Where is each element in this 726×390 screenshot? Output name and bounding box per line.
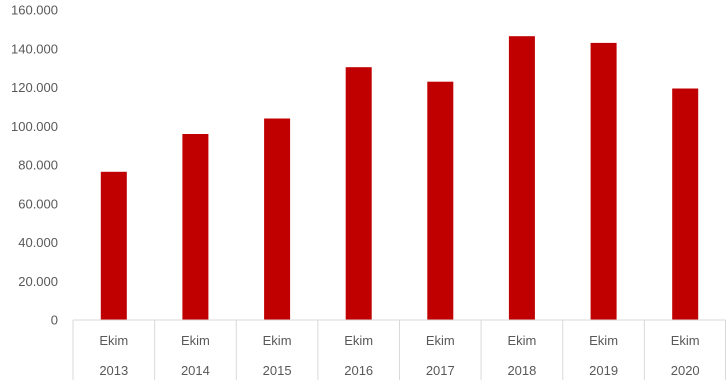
bar xyxy=(182,134,209,320)
y-tick-label: 0 xyxy=(51,313,58,328)
x-tick-label-year: 2014 xyxy=(181,363,210,378)
bar xyxy=(590,42,617,321)
x-tick-label-month: Ekim xyxy=(426,333,455,348)
x-tick-label-year: 2018 xyxy=(507,363,536,378)
y-axis-tick-labels: 0 20.000 40.000 60.000 80.000 100.000 120.000 1… xyxy=(11,3,58,328)
y-tick-label: 100.000 xyxy=(11,119,58,134)
y-tick-label: 40.000 xyxy=(18,235,58,250)
y-tick-label: 140.000 xyxy=(11,41,58,56)
bar xyxy=(672,88,699,320)
x-tick-label-year: 2015 xyxy=(263,363,292,378)
x-tick-label-month: Ekim xyxy=(181,333,210,348)
x-tick-label-month: Ekim xyxy=(99,333,128,348)
y-tick-label: 80.000 xyxy=(18,158,58,173)
x-tick-label-month: Ekim xyxy=(263,333,292,348)
bar xyxy=(508,36,535,320)
x-tick-label-month: Ekim xyxy=(344,333,373,348)
x-tick-label-year: 2019 xyxy=(589,363,618,378)
bar-series xyxy=(100,36,699,321)
x-tick-label-year: 2013 xyxy=(99,363,128,378)
bar xyxy=(427,81,454,320)
bar xyxy=(100,171,127,320)
x-tick-label-year: 2017 xyxy=(426,363,455,378)
x-tick-label-month: Ekim xyxy=(589,333,618,348)
y-tick-label: 160.000 xyxy=(11,3,58,18)
bar xyxy=(264,118,291,320)
bar xyxy=(345,67,372,320)
y-tick-label: 20.000 xyxy=(18,274,58,289)
y-tick-label: 120.000 xyxy=(11,80,58,95)
x-axis: Ekim 2013 Ekim 2014 Ekim 2015 Ekim 2016 Ekim 2017… xyxy=(72,319,726,380)
x-tick-label-year: 2020 xyxy=(671,363,700,378)
x-tick-label-year: 2016 xyxy=(344,363,373,378)
x-tick-label-month: Ekim xyxy=(671,333,700,348)
x-tick-label-month: Ekim xyxy=(507,333,536,348)
y-tick-label: 60.000 xyxy=(18,196,58,211)
